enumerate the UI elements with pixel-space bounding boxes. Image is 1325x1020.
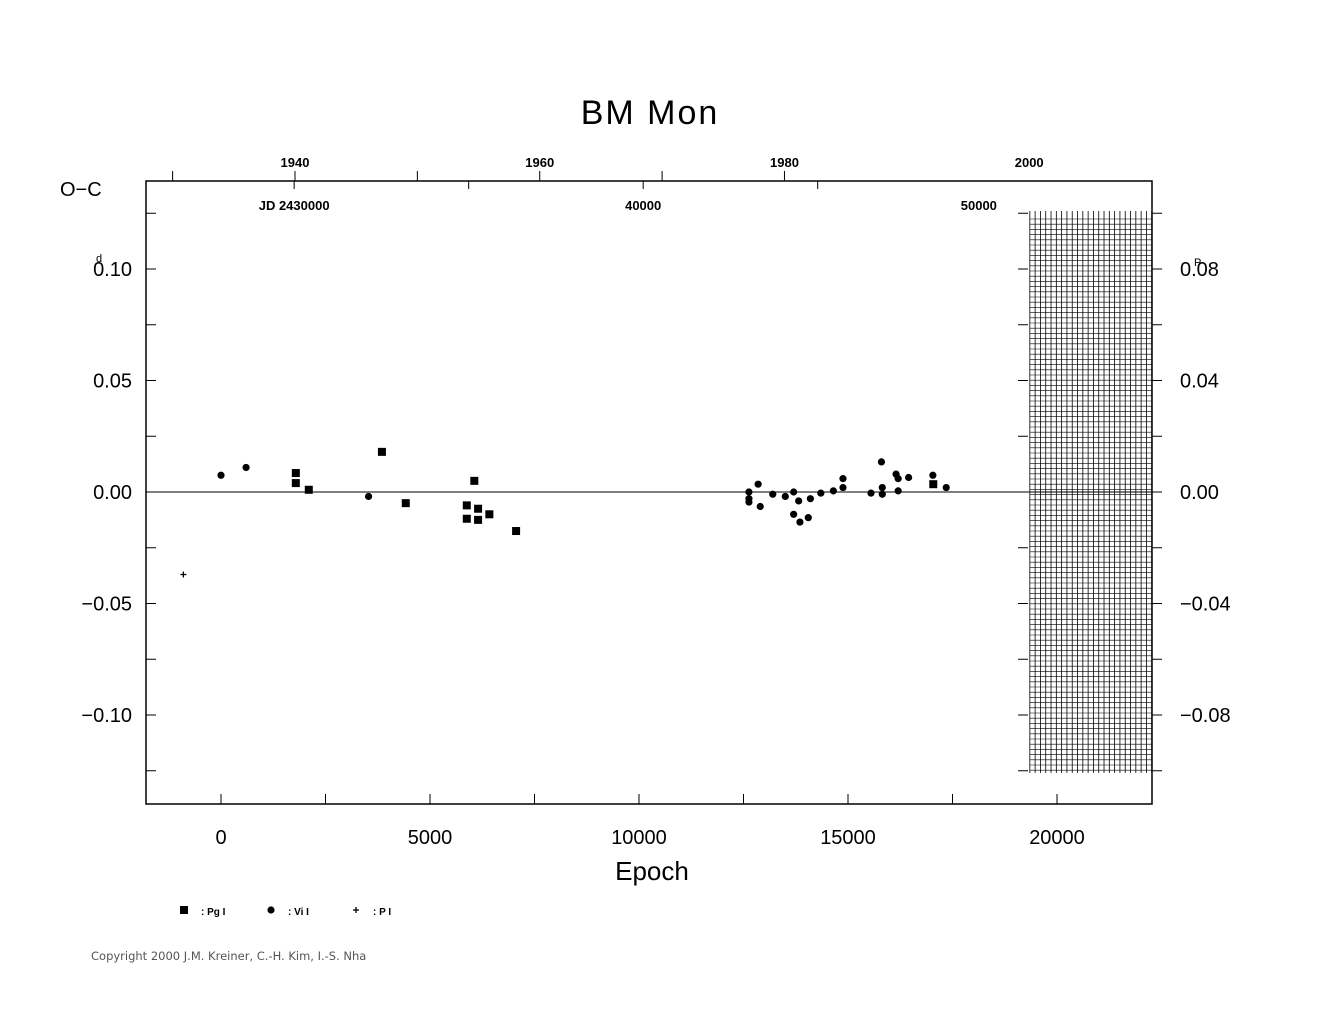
y-axis-label: O−C	[60, 179, 102, 201]
jd-label: JD 2430000	[259, 198, 330, 213]
y-tick-label-left: 0.10	[93, 259, 132, 281]
top-year-label: 1980	[770, 155, 799, 170]
data-point-square	[462, 514, 471, 523]
y-tick-label-right: 0.04	[1180, 371, 1219, 393]
y-tick-label-left: 0.05	[93, 371, 132, 393]
data-point-circle	[745, 488, 753, 496]
data-point-square	[474, 504, 483, 513]
y-tick-label-right: 0.08	[1180, 259, 1219, 281]
x-tick-label: 0	[215, 827, 226, 849]
data-point-circle	[795, 497, 803, 505]
data-point-circle	[839, 475, 847, 483]
data-point-circle	[894, 475, 902, 483]
x-tick-label: 5000	[408, 827, 453, 849]
data-point-circle	[905, 473, 913, 482]
data-point-plus	[180, 571, 187, 578]
legend-label: : Pg I	[201, 907, 226, 918]
left-unit-superscript: d	[96, 253, 102, 265]
data-point-circle	[817, 489, 825, 497]
right-unit-superscript: P	[1194, 257, 1201, 269]
chart-title: BM Mon	[581, 94, 720, 132]
data-point-circle	[878, 490, 886, 498]
y-tick-label-right: −0.08	[1180, 705, 1231, 727]
data-point-circle	[829, 487, 837, 495]
data-point-circle	[790, 488, 798, 496]
data-point-circle	[877, 458, 886, 466]
data-point-circle	[806, 495, 814, 503]
future-hatch-region	[1029, 211, 1153, 773]
x-tick-label: 15000	[820, 827, 876, 849]
y-tick-label-left: −0.10	[81, 705, 132, 727]
data-point-square	[462, 501, 471, 510]
x-tick-label: 10000	[611, 827, 667, 849]
copyright-notice: Copyright 2000 J.M. Kreiner, C.-H. Kim, …	[91, 949, 367, 963]
data-point-circle	[217, 471, 225, 479]
legend-label: : P I	[373, 907, 391, 918]
data-point-circle	[364, 492, 373, 501]
data-points	[180, 447, 950, 578]
y-tick-label-right: 0.00	[1180, 482, 1219, 504]
data-point-circle	[796, 518, 804, 526]
data-point-circle	[942, 483, 950, 492]
data-point-circle	[867, 489, 875, 497]
data-point-square	[470, 476, 479, 485]
data-point-circle	[839, 483, 847, 492]
data-point-square	[304, 485, 313, 494]
data-point-circle	[878, 483, 886, 492]
data-point-circle	[929, 471, 937, 479]
data-point-circle	[781, 492, 789, 501]
legend-marker-circle	[267, 906, 275, 914]
data-point-circle	[754, 480, 762, 488]
data-point-circle	[804, 514, 812, 522]
data-point-square	[512, 527, 521, 536]
legend-marker-plus	[353, 907, 359, 913]
y-tick-label-left: 0.00	[93, 482, 132, 504]
y-tick-label-left: −0.05	[81, 594, 132, 616]
data-point-square	[929, 480, 938, 489]
data-point-square	[401, 499, 410, 508]
top-year-label: 2000	[1015, 155, 1044, 170]
data-point-circle	[745, 498, 753, 506]
data-point-circle	[756, 502, 764, 511]
top-year-label: 1960	[525, 155, 554, 170]
data-point-square	[377, 447, 386, 456]
jd-label: 40000	[625, 198, 661, 213]
data-point-square	[485, 510, 494, 519]
x-axis-label: Epoch	[615, 856, 689, 886]
data-point-square	[474, 515, 483, 524]
top-year-label: 1940	[281, 155, 310, 170]
legend-marker-square	[180, 906, 188, 914]
tick-labels: 0.10 0.05 0.00 −0.05 −0.10 0.08 0.04 0.00 −0.04 −…	[81, 155, 1230, 849]
data-point-circle	[769, 490, 777, 498]
data-point-square	[291, 469, 300, 478]
y-tick-label-right: −0.04	[1180, 594, 1231, 616]
legend: : Pg I : Vi I : P I	[180, 906, 391, 918]
data-point-circle	[242, 463, 250, 472]
data-point-circle	[894, 487, 902, 495]
legend-label: : Vi I	[288, 907, 309, 918]
plot-frame	[145, 180, 1153, 805]
x-tick-label: 20000	[1029, 827, 1085, 849]
axis-ticks	[146, 171, 1162, 804]
data-point-square	[291, 479, 300, 488]
data-point-circle	[790, 510, 798, 518]
jd-label: 50000	[961, 198, 997, 213]
